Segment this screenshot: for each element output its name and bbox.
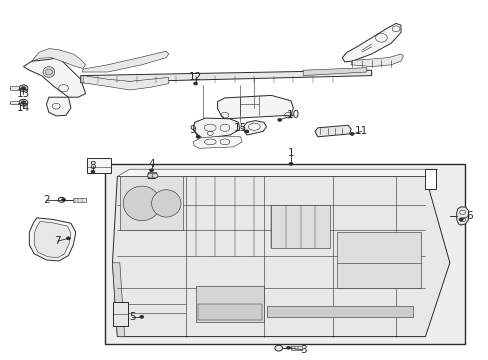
Ellipse shape: [66, 237, 70, 240]
Text: 11: 11: [354, 126, 368, 136]
Ellipse shape: [152, 174, 158, 178]
Bar: [425, 169, 435, 189]
Polygon shape: [120, 176, 183, 230]
Polygon shape: [342, 23, 400, 62]
Ellipse shape: [21, 87, 25, 90]
Ellipse shape: [274, 345, 282, 351]
Text: 10: 10: [286, 110, 299, 120]
Polygon shape: [148, 173, 157, 179]
Text: 12: 12: [188, 72, 202, 82]
Text: 7: 7: [54, 236, 61, 246]
Bar: [290, 346, 301, 350]
Polygon shape: [82, 51, 168, 72]
Text: 8: 8: [89, 161, 96, 171]
Polygon shape: [83, 76, 168, 90]
Ellipse shape: [349, 132, 353, 135]
Ellipse shape: [123, 186, 160, 221]
Polygon shape: [193, 136, 242, 148]
Ellipse shape: [151, 190, 181, 217]
Ellipse shape: [193, 82, 197, 85]
Text: 3: 3: [299, 345, 306, 355]
Text: 1: 1: [287, 148, 294, 158]
Bar: [10, 86, 19, 90]
Text: 9: 9: [189, 125, 196, 135]
Text: 2: 2: [43, 195, 50, 205]
Text: 15: 15: [233, 123, 247, 133]
Ellipse shape: [91, 170, 95, 173]
Ellipse shape: [21, 101, 25, 104]
Polygon shape: [350, 54, 403, 67]
Polygon shape: [32, 49, 85, 68]
Text: 14: 14: [17, 103, 30, 113]
Polygon shape: [243, 121, 266, 135]
Text: 13: 13: [17, 89, 30, 99]
Polygon shape: [29, 218, 76, 261]
Text: 4: 4: [148, 159, 155, 169]
Ellipse shape: [19, 85, 28, 91]
Bar: [198, 304, 261, 320]
Polygon shape: [112, 263, 124, 337]
Ellipse shape: [19, 99, 28, 106]
Polygon shape: [193, 118, 239, 139]
Ellipse shape: [277, 118, 281, 121]
Polygon shape: [117, 169, 437, 176]
Polygon shape: [34, 221, 71, 258]
Polygon shape: [456, 207, 468, 225]
Ellipse shape: [61, 198, 65, 201]
Ellipse shape: [58, 197, 65, 202]
Polygon shape: [314, 125, 350, 137]
Bar: [113, 302, 128, 326]
Bar: [87, 158, 111, 173]
Text: 5: 5: [128, 312, 135, 322]
Ellipse shape: [244, 130, 248, 133]
Bar: [271, 205, 329, 248]
Bar: [105, 164, 464, 344]
Polygon shape: [303, 68, 366, 76]
Polygon shape: [81, 70, 371, 83]
Ellipse shape: [196, 135, 200, 138]
Ellipse shape: [149, 169, 153, 172]
Ellipse shape: [140, 315, 143, 318]
Polygon shape: [46, 97, 71, 116]
Ellipse shape: [147, 174, 153, 178]
Polygon shape: [23, 58, 85, 97]
Text: 6: 6: [465, 211, 472, 221]
Ellipse shape: [43, 67, 55, 77]
Ellipse shape: [288, 162, 292, 165]
Bar: [337, 232, 420, 288]
Polygon shape: [217, 95, 293, 119]
Ellipse shape: [458, 218, 462, 221]
Ellipse shape: [286, 346, 290, 349]
Bar: [195, 286, 264, 322]
Bar: [266, 306, 412, 317]
Bar: [73, 198, 85, 202]
Bar: [10, 101, 19, 104]
Polygon shape: [112, 176, 449, 337]
